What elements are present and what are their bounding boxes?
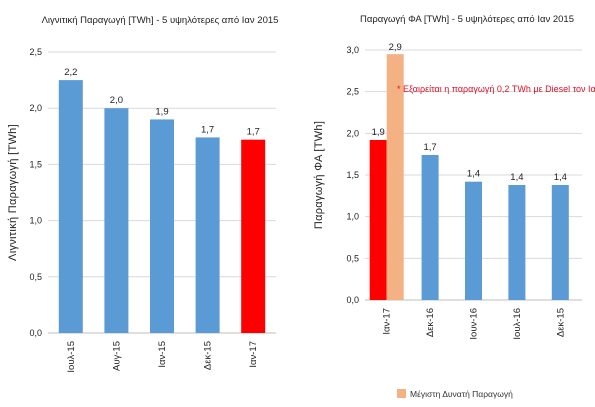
natural-gas-chart: Παραγωγή ΦΑ [TWh] - 5 υψηλότερες από Ιαν… (313, 14, 595, 399)
bar (508, 185, 526, 300)
x-tick-label: Ιαν-17 (382, 308, 393, 335)
data-label: 2,0 (110, 95, 123, 106)
natural-gas-chart-panel: Παραγωγή ΦΑ [TWh] - 5 υψηλότερες από Ιαν… (300, 0, 595, 407)
bar (465, 181, 482, 300)
y-tick-label: 2,5 (29, 47, 42, 57)
y-tick-label: 0,5 (29, 272, 42, 282)
bar-max-possible (386, 54, 404, 300)
y-tick-label: 0,5 (346, 253, 359, 263)
y-tick-label: 2,0 (346, 128, 359, 138)
y-axis-label: Λιγνιτική Παραγωγή [TWh] (7, 124, 19, 261)
bar (58, 80, 83, 333)
bar (421, 155, 439, 300)
data-label: 1,7 (247, 127, 260, 138)
bar (195, 137, 220, 333)
data-label: 1,7 (201, 124, 214, 135)
x-tick-label: Δεκ-15 (555, 308, 566, 337)
x-tick-label: Δεκ-16 (425, 308, 436, 337)
x-tick-label: Δεκ-15 (203, 341, 214, 370)
bar (369, 140, 387, 300)
lignite-chart: Λιγνιτική Παραγωγή [TWh] - 5 υψηλότερες … (7, 15, 279, 373)
x-tick-label: Ιαν-17 (248, 341, 259, 368)
legend-swatch (397, 389, 406, 398)
y-tick-label: 1,5 (29, 159, 42, 169)
y-tick-label: 1,0 (346, 212, 359, 222)
data-label: 2,9 (389, 42, 402, 53)
legend-label: Μέγιστη Δυνατή Παραγωγή (410, 389, 513, 399)
y-tick-label: 1,0 (29, 216, 42, 226)
y-axis-label: Παραγωγή ΦΑ [TWh] (313, 121, 325, 229)
data-label: 1,4 (510, 172, 523, 183)
x-tick-label: Ιουλ-16 (512, 308, 523, 340)
x-tick-label: Ιαν-15 (157, 341, 168, 368)
y-tick-label: 2,5 (346, 87, 359, 97)
data-label: 1,4 (554, 172, 567, 183)
y-tick-label: 2,0 (29, 103, 42, 113)
chart-title: Λιγνιτική Παραγωγή [TWh] - 5 υψηλότερες … (42, 15, 279, 26)
bar (150, 119, 174, 333)
y-tick-label: 0,0 (346, 295, 359, 305)
data-label: 2,2 (64, 67, 77, 78)
chart-annotation: * Εξαιρείται η παραγωγή 0,2 TWh με Diese… (397, 84, 595, 94)
x-tick-label: Ιουν-16 (469, 308, 480, 340)
x-tick-label: Ιουλ-15 (66, 341, 77, 373)
bar (104, 108, 129, 333)
y-tick-label: 3,0 (346, 45, 359, 55)
bar (241, 139, 266, 333)
data-label: 1,9 (155, 106, 168, 117)
data-label: 1,4 (467, 169, 480, 180)
data-label: 1,7 (423, 142, 436, 153)
data-label: 1,9 (372, 127, 385, 138)
bar (551, 185, 569, 300)
y-tick-label: 0,0 (29, 328, 42, 338)
x-tick-label: Αυγ-15 (111, 341, 122, 371)
chart-title: Παραγωγή ΦΑ [TWh] - 5 υψηλότερες από Ιαν… (360, 14, 574, 25)
lignite-chart-panel: Λιγνιτική Παραγωγή [TWh] - 5 υψηλότερες … (0, 0, 290, 407)
y-tick-label: 1,5 (346, 170, 359, 180)
